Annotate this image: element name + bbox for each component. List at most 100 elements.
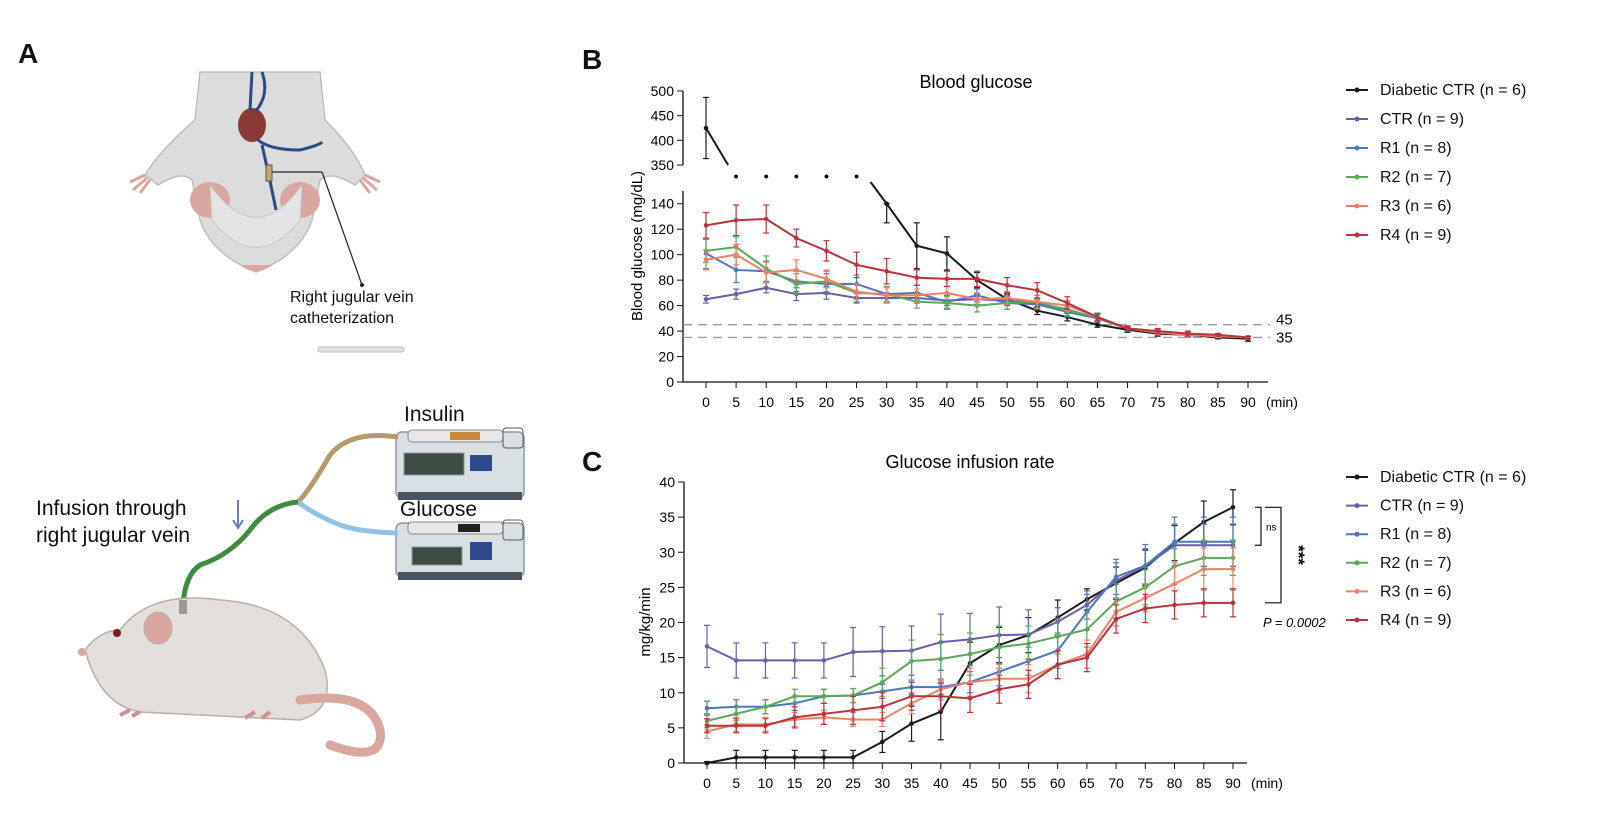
legend-marker bbox=[1354, 203, 1360, 209]
data-point bbox=[1113, 574, 1119, 580]
x-tick-label: 55 bbox=[1021, 775, 1037, 791]
data-point bbox=[824, 276, 829, 282]
data-point bbox=[1215, 332, 1221, 338]
data-point bbox=[967, 679, 973, 685]
data-point bbox=[850, 649, 856, 655]
legend-marker bbox=[1354, 531, 1360, 537]
legend-marker bbox=[1354, 503, 1360, 509]
bracket-star bbox=[1265, 506, 1282, 604]
data-point bbox=[914, 243, 920, 249]
legend-marker bbox=[1354, 116, 1360, 122]
y-axis-label: Blood glucose (mg/dL) bbox=[629, 171, 646, 321]
x-tick-label: 70 bbox=[1108, 775, 1124, 791]
mouse-side-view bbox=[78, 597, 385, 757]
x-tick-label: 25 bbox=[849, 394, 865, 410]
y-tick-label: 0 bbox=[667, 755, 675, 771]
x-tick-label: 75 bbox=[1138, 775, 1154, 791]
mouse-top-view bbox=[129, 71, 405, 353]
data-point bbox=[914, 293, 920, 298]
y-tick-label: 100 bbox=[651, 247, 675, 263]
data-point bbox=[1245, 335, 1251, 340]
x-tick-label: 90 bbox=[1240, 394, 1256, 410]
data-point bbox=[704, 760, 710, 766]
data-point bbox=[733, 755, 739, 760]
y-tick-label: 40 bbox=[659, 474, 675, 490]
data-point bbox=[763, 216, 769, 222]
x-tick-label: 25 bbox=[845, 775, 861, 791]
data-point bbox=[909, 693, 914, 699]
chart-title: Blood glucose bbox=[919, 72, 1032, 92]
data-point bbox=[944, 290, 950, 296]
data-point bbox=[792, 715, 797, 720]
data-point bbox=[967, 651, 973, 657]
x-tick-label: 75 bbox=[1150, 394, 1166, 410]
infusion-label-1: Infusion through bbox=[36, 497, 187, 520]
data-point bbox=[1143, 563, 1148, 568]
data-point bbox=[1230, 566, 1236, 572]
data-point bbox=[938, 656, 944, 662]
data-point bbox=[703, 257, 709, 263]
data-point bbox=[996, 686, 1002, 692]
y-tick-label: 140 bbox=[651, 196, 675, 212]
y-tick-label: 20 bbox=[659, 615, 675, 631]
y-tick-label: 60 bbox=[658, 298, 674, 314]
legend-marker bbox=[1354, 145, 1360, 151]
legend-label: Diabetic CTR (n = 6) bbox=[1380, 469, 1526, 486]
data-point bbox=[1004, 282, 1010, 288]
panel-letter-c: C bbox=[582, 446, 603, 477]
x-tick-label: 65 bbox=[1090, 394, 1106, 410]
data-point bbox=[821, 755, 827, 760]
legend-label: R1 (n = 8) bbox=[1380, 526, 1452, 543]
data-point bbox=[1172, 539, 1177, 545]
y-tick-label: 30 bbox=[659, 544, 675, 560]
data-point bbox=[733, 711, 739, 717]
x-tick-label: 45 bbox=[969, 394, 985, 410]
data-point bbox=[1065, 300, 1070, 306]
x-tick-label: 20 bbox=[816, 775, 832, 791]
glucose-pump bbox=[395, 519, 525, 580]
y-tick-label: 35 bbox=[659, 509, 675, 525]
glucose-infusion-chart: Glucose infusion rate 0 5 10 15 20 25 30 35 40 0 5 1… bbox=[637, 452, 1526, 791]
legend-marker bbox=[1354, 87, 1360, 93]
series-line-break bbox=[705, 127, 729, 166]
data-point bbox=[884, 293, 889, 298]
data-point bbox=[704, 705, 710, 711]
x-tick-label: 40 bbox=[939, 394, 955, 410]
x-tick-label: 55 bbox=[1029, 394, 1045, 410]
legend-label: R3 (n = 6) bbox=[1380, 198, 1452, 215]
x-tick-label: 20 bbox=[819, 394, 835, 410]
y-tick-label: 15 bbox=[659, 650, 675, 666]
x-tick-label: 80 bbox=[1180, 394, 1196, 410]
data-point bbox=[733, 267, 739, 273]
significance-marker: • bbox=[734, 168, 739, 184]
data-point bbox=[824, 248, 829, 254]
legend-marker bbox=[1354, 474, 1360, 480]
legend-label: R4 (n = 9) bbox=[1380, 612, 1452, 629]
data-point bbox=[794, 281, 799, 287]
data-point bbox=[1125, 326, 1130, 331]
legend-marker bbox=[1354, 617, 1360, 623]
data-point bbox=[792, 755, 797, 760]
data-point bbox=[704, 644, 710, 649]
data-point bbox=[1201, 566, 1207, 572]
legend-label: Diabetic CTR (n = 6) bbox=[1380, 82, 1526, 99]
reference-label: 45 bbox=[1276, 312, 1293, 329]
data-point bbox=[854, 289, 859, 294]
data-point bbox=[914, 275, 920, 280]
legend-marker bbox=[1354, 560, 1360, 566]
y-tick-label: 500 bbox=[651, 83, 675, 99]
x-tick-label: 0 bbox=[702, 394, 710, 410]
chart-title: Glucose infusion rate bbox=[885, 452, 1054, 472]
data-point bbox=[821, 658, 827, 663]
data-point bbox=[1172, 602, 1177, 608]
data-point bbox=[1026, 682, 1031, 687]
y-tick-label: 0 bbox=[666, 374, 674, 390]
y-axis-label: mg/kg/min bbox=[637, 587, 654, 656]
data-point bbox=[763, 723, 768, 729]
data-point bbox=[880, 649, 885, 654]
data-point bbox=[1172, 581, 1177, 587]
data-point bbox=[944, 251, 950, 256]
bracket-ns bbox=[1255, 506, 1262, 546]
data-point bbox=[792, 658, 797, 663]
data-point bbox=[821, 693, 827, 699]
